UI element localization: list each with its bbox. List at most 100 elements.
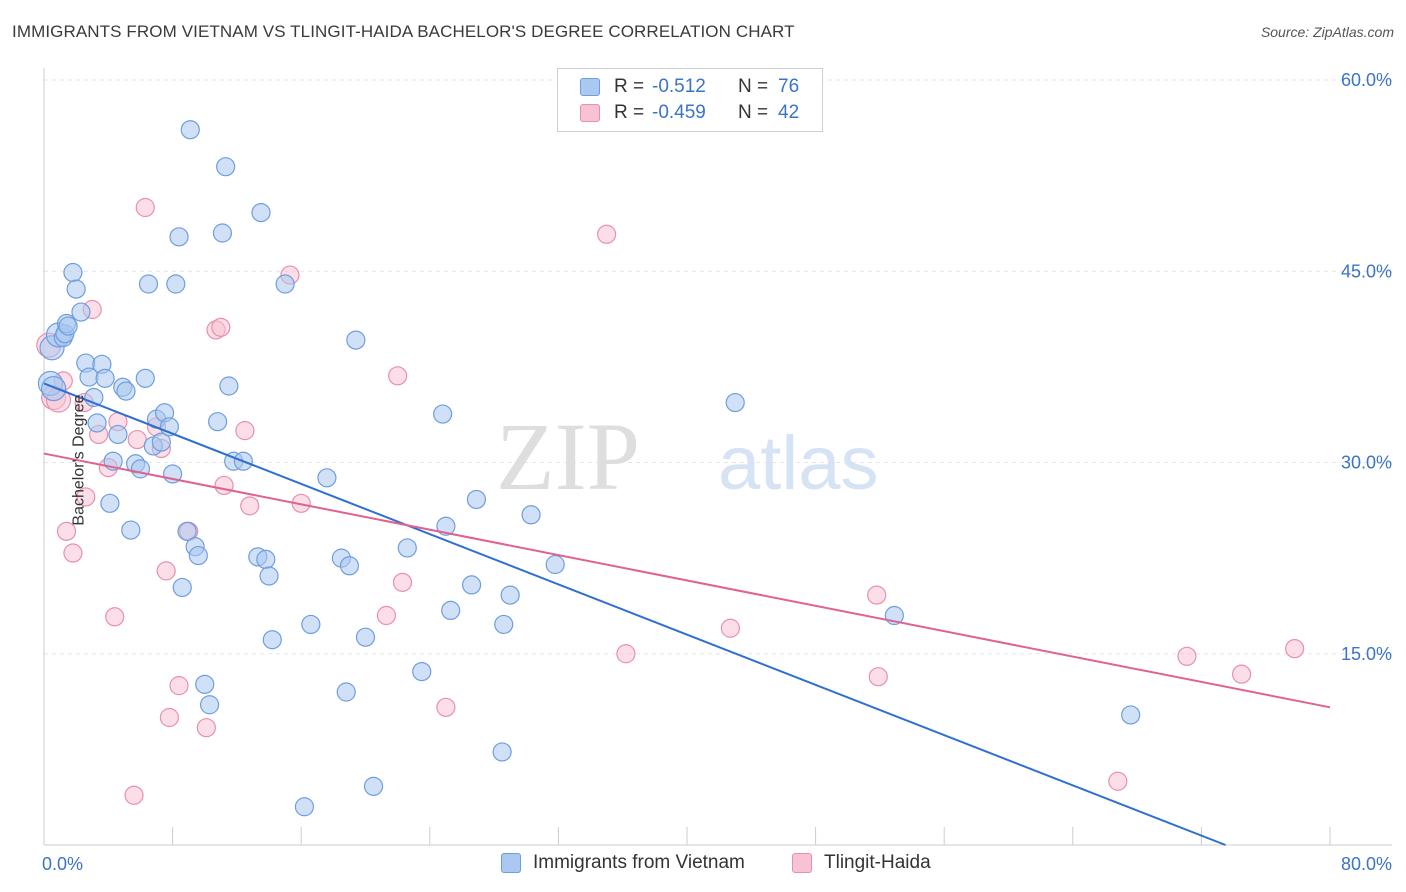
tlingit-point-41 — [1231, 664, 1252, 684]
vietnam-point-71 — [494, 614, 514, 635]
legend-n-value: 42 — [778, 102, 800, 123]
vietnam-point-66 — [436, 516, 456, 536]
tlingit-point-13 — [124, 785, 144, 805]
legend-r-label: R = — [614, 76, 645, 97]
vietnam-point-74 — [545, 554, 565, 575]
tlingit-point-34 — [597, 224, 617, 244]
vietnam-point-69 — [466, 489, 487, 510]
tlingit-point-30 — [376, 605, 396, 626]
vietnam-point-10 — [71, 302, 91, 322]
vietnam-point-49 — [251, 203, 271, 223]
legend-n-label: N = — [738, 102, 769, 123]
tlingit-point-5 — [63, 543, 83, 563]
y-axis-label: Bachelor's Degree — [70, 394, 88, 526]
vietnam-point-64 — [412, 661, 432, 682]
vietnam-point-62 — [363, 776, 384, 796]
tlingit-point-4 — [56, 521, 77, 541]
vietnam-point-55 — [301, 614, 321, 635]
source-label: Source: ZipAtlas.com — [1260, 24, 1394, 40]
vietnam-point-52 — [262, 630, 282, 650]
vietnam-point-56 — [317, 468, 337, 488]
vietnam-point-8 — [63, 262, 83, 283]
legend-r-label: R = — [614, 102, 645, 123]
legend-swatch-vietnam — [501, 853, 521, 873]
vietnam-point-25 — [135, 368, 155, 388]
vietnam-point-29 — [151, 432, 171, 452]
grid-lines — [44, 79, 1392, 655]
series-tlingit-haida — [36, 197, 1305, 805]
tlingit-point-42 — [1285, 639, 1305, 659]
tlingit-point-24 — [211, 317, 231, 337]
legend-swatch-tlingit — [792, 853, 812, 873]
series-immigrants-from-vietnam — [37, 120, 1141, 817]
tlingit-point-15 — [135, 197, 155, 218]
vietnam-point-37 — [180, 120, 200, 140]
legend-label-vietnam: Immigrants from Vietnam — [533, 852, 745, 873]
tlingit-point-11 — [105, 607, 125, 627]
tlingit-point-31 — [388, 366, 408, 386]
vietnam-point-36 — [177, 521, 197, 541]
watermark-atlas: atlas — [718, 421, 879, 506]
legend-swatch-vietnam — [580, 78, 600, 96]
vietnam-point-43 — [212, 223, 233, 243]
x-tick-label-1: 80.0% — [1341, 854, 1392, 874]
vietnam-point-21 — [116, 381, 136, 401]
watermark-zip: ZIP — [496, 403, 640, 510]
legend-label-tlingit: Tlingit-Haida — [824, 852, 931, 873]
tlingit-point-14 — [127, 429, 147, 450]
tlingit-point-36 — [720, 618, 741, 638]
vietnam-point-19 — [108, 424, 128, 445]
vietnam-point-35 — [172, 577, 192, 598]
legend-row-tlingit: R = -0.459 N = 42 — [580, 101, 799, 125]
vietnam-point-75 — [725, 392, 745, 413]
vietnam-point-61 — [355, 627, 376, 647]
vietnam-point-42 — [208, 412, 228, 432]
axes — [43, 68, 1392, 846]
tlingit-point-35 — [616, 644, 636, 664]
tlingit-point-20 — [169, 676, 189, 696]
vietnam-point-50 — [256, 549, 276, 570]
vietnam-point-68 — [461, 575, 482, 595]
x-tick-label-0: 0.0% — [42, 854, 83, 874]
watermark: ZIP atlas — [496, 403, 879, 510]
vietnam-point-60 — [346, 330, 366, 350]
vietnam-point-16 — [95, 368, 115, 388]
y-tick-label-2: 45.0% — [1341, 261, 1392, 281]
vietnam-point-39 — [188, 545, 208, 566]
vietnam-point-17 — [100, 493, 120, 513]
vietnam-point-63 — [397, 538, 417, 558]
vietnam-point-7 — [58, 316, 78, 336]
tlingit-point-7 — [76, 487, 96, 507]
legend-r-value: -0.512 — [652, 76, 706, 97]
y-tick-label-0: 15.0% — [1341, 644, 1392, 664]
vietnam-point-26 — [138, 274, 159, 294]
vietnam-point-44 — [216, 157, 236, 177]
tlingit-point-39 — [1108, 771, 1128, 791]
vietnam-point-58 — [336, 682, 356, 702]
tlingit-point-19 — [159, 707, 179, 728]
legend-swatch-tlingit — [580, 104, 600, 122]
legend-item-vietnam: Immigrants from Vietnam — [501, 852, 745, 874]
vietnam-point-67 — [441, 600, 461, 621]
tlingit-point-40 — [1177, 646, 1197, 666]
series-legend: Immigrants from Vietnam Tlingit-Haida — [0, 852, 1406, 878]
tlingit-point-32 — [392, 572, 413, 592]
vietnam-point-51 — [259, 566, 279, 586]
tlingit-point-33 — [436, 697, 456, 717]
vietnam-point-54 — [294, 797, 315, 817]
y-tick-label-3: 60.0% — [1341, 70, 1392, 90]
vietnam-point-9 — [66, 279, 86, 299]
vietnam-point-2 — [41, 375, 67, 402]
legend-n-label: N = — [738, 76, 769, 97]
tlingit-point-25 — [214, 475, 234, 496]
vietnam-point-77 — [1121, 705, 1141, 725]
trend-line-tlingit — [43, 452, 1331, 709]
legend-r-value: -0.459 — [652, 102, 706, 123]
tlingit-point-22 — [196, 718, 216, 738]
vietnam-point-33 — [166, 274, 186, 294]
chart-title: IMMIGRANTS FROM VIETNAM VS TLINGIT-HAIDA… — [12, 22, 795, 41]
legend-n-value: 76 — [778, 76, 800, 97]
vietnam-point-53 — [275, 274, 295, 294]
vietnam-point-41 — [199, 695, 220, 715]
